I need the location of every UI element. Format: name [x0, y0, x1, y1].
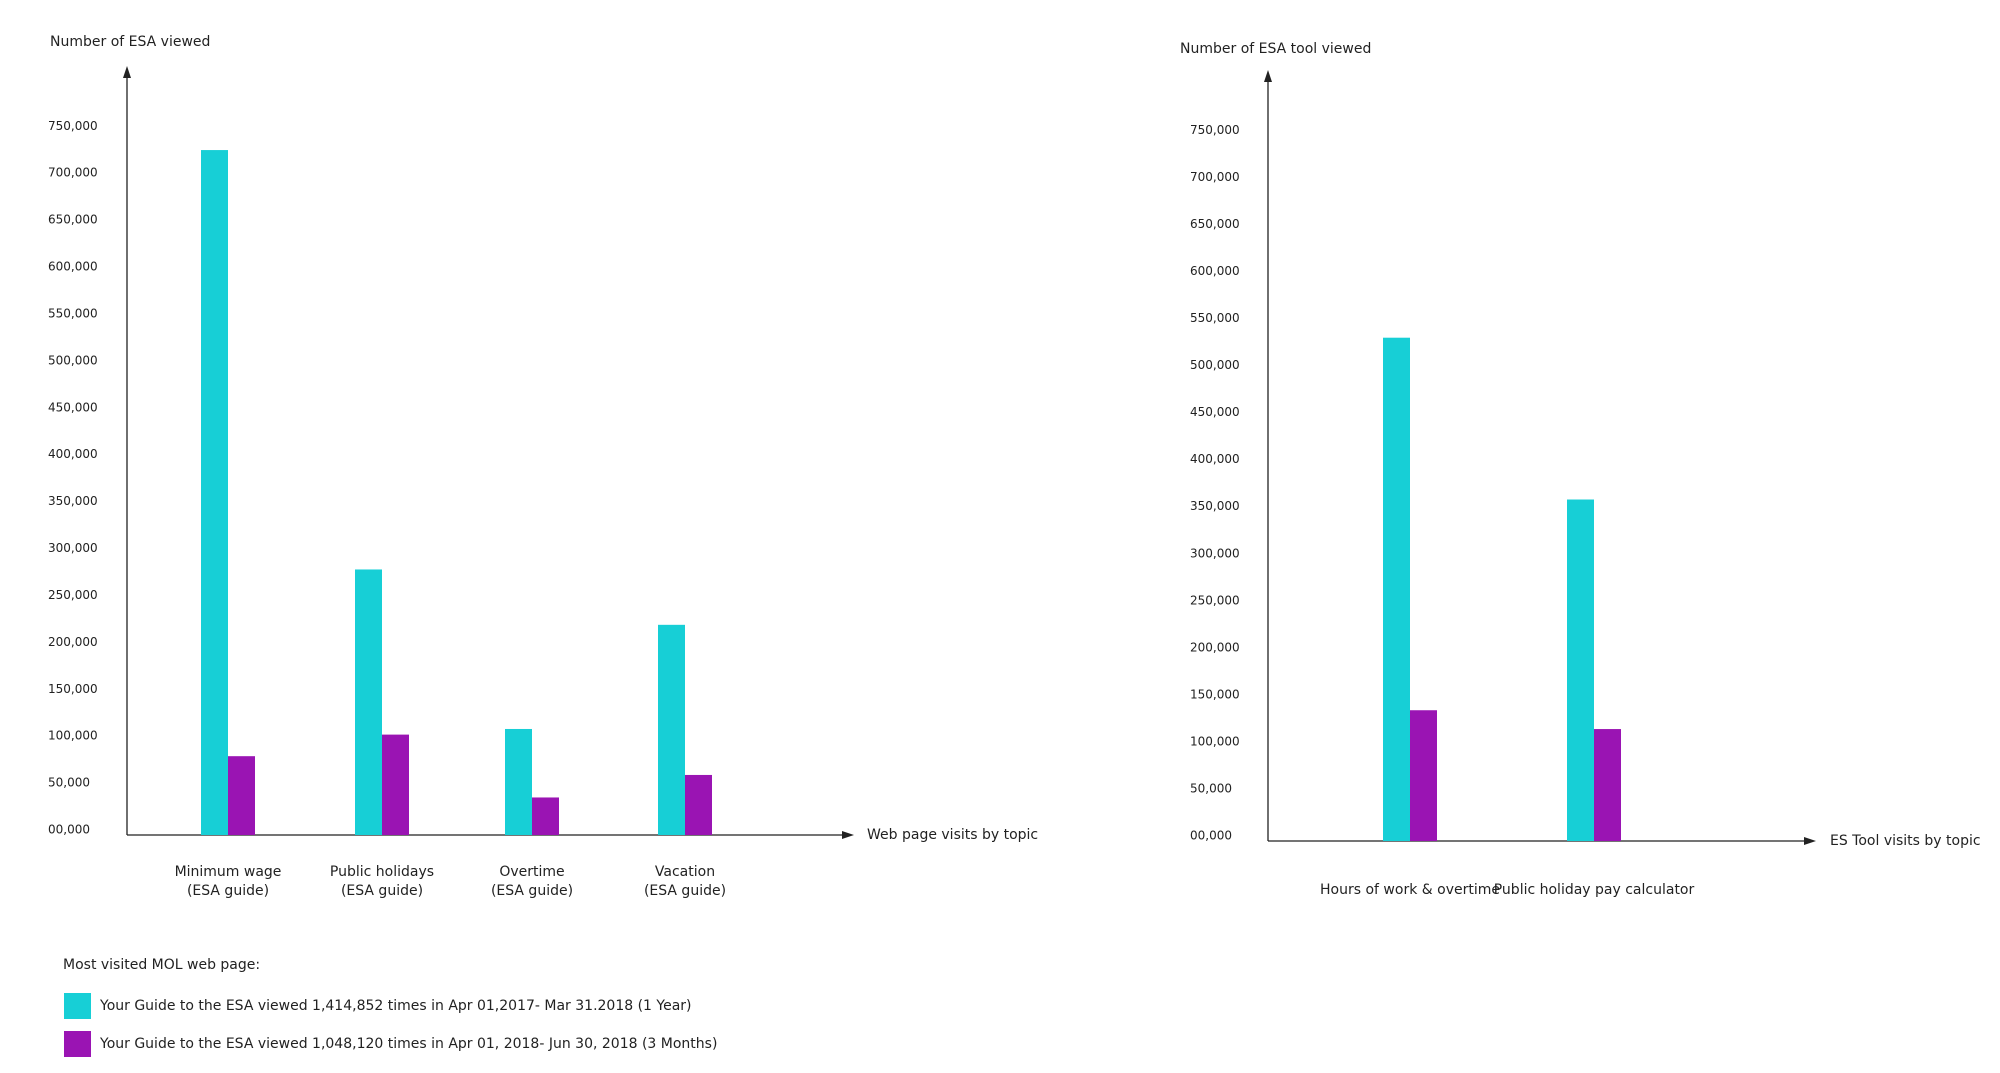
- y-tick-label: 200,000: [1190, 640, 1240, 654]
- y-tick-label: 500,000: [1190, 358, 1240, 372]
- x-axis-arrow: [1804, 837, 1816, 845]
- bar: [382, 734, 409, 835]
- bar: [355, 569, 382, 835]
- bar: [532, 797, 559, 835]
- bar: [658, 624, 685, 835]
- y-tick-label: 150,000: [48, 682, 98, 696]
- y-tick-label: 550,000: [48, 306, 98, 320]
- y-tick-label: 250,000: [1190, 593, 1240, 607]
- legend-swatch: [64, 993, 91, 1019]
- y-tick-label: 700,000: [1190, 170, 1240, 184]
- y-tick-label: 300,000: [48, 541, 98, 555]
- y-axis-arrow: [123, 66, 131, 78]
- y-tick-label: 50,000: [1190, 781, 1232, 795]
- legend-swatch: [64, 1031, 91, 1057]
- bar: [505, 728, 532, 835]
- y-tick-label: 150,000: [1190, 687, 1240, 701]
- y-tick-label: 600,000: [48, 260, 98, 274]
- y-tick-label: 50,000: [48, 776, 90, 790]
- legend-label: Your Guide to the ESA viewed 1,048,120 t…: [99, 1036, 717, 1052]
- x-tick-label: Vacation (ESA guide): [644, 864, 726, 899]
- bar: [228, 756, 255, 835]
- y-tick-label: 00,000: [1190, 829, 1232, 843]
- y-tick-label: 750,000: [1190, 123, 1240, 137]
- y-axis-label: Number of ESA viewed: [50, 34, 210, 50]
- x-tick-label: Public holidays (ESA guide): [330, 864, 434, 899]
- x-tick-label: Overtime (ESA guide): [491, 864, 573, 899]
- y-tick-label: 250,000: [48, 588, 98, 602]
- x-axis-label: Web page visits by topic: [867, 827, 1038, 843]
- y-tick-label: 100,000: [1190, 734, 1240, 748]
- bar: [201, 150, 228, 836]
- x-axis-label: ES Tool visits by topic: [1830, 833, 1981, 849]
- y-tick-label: 100,000: [48, 729, 98, 743]
- x-tick-label: Hours of work & overtime: [1320, 882, 1500, 898]
- y-tick-label: 500,000: [48, 353, 98, 367]
- y-tick-label: 400,000: [1190, 452, 1240, 466]
- x-tick-label: Public holiday pay calculator: [1494, 882, 1695, 898]
- y-axis-label: Number of ESA tool viewed: [1180, 41, 1371, 57]
- y-tick-label: 650,000: [48, 213, 98, 227]
- y-tick-label: 300,000: [1190, 546, 1240, 560]
- bar: [1383, 337, 1410, 841]
- y-tick-label: 600,000: [1190, 264, 1240, 278]
- y-tick-label: 400,000: [48, 447, 98, 461]
- bar: [1410, 710, 1437, 841]
- y-axis-arrow: [1264, 70, 1272, 82]
- y-tick-label: 350,000: [48, 494, 98, 508]
- legend-label: Your Guide to the ESA viewed 1,414,852 t…: [99, 998, 692, 1014]
- y-tick-label: 550,000: [1190, 311, 1240, 325]
- bar: [685, 774, 712, 835]
- legend-title: Most visited MOL web page:: [63, 957, 260, 973]
- y-tick-label: 700,000: [48, 166, 98, 180]
- bar: [1567, 499, 1594, 841]
- y-tick-label: 350,000: [1190, 499, 1240, 513]
- x-axis-arrow: [842, 831, 854, 839]
- y-tick-label: 450,000: [48, 400, 98, 414]
- bar: [1594, 729, 1621, 841]
- y-tick-label: 650,000: [1190, 217, 1240, 231]
- y-tick-label: 750,000: [48, 119, 98, 133]
- y-tick-label: 00,000: [48, 823, 90, 837]
- y-tick-label: 200,000: [48, 635, 98, 649]
- y-tick-label: 450,000: [1190, 405, 1240, 419]
- x-tick-label: Minimum wage (ESA guide): [175, 864, 282, 899]
